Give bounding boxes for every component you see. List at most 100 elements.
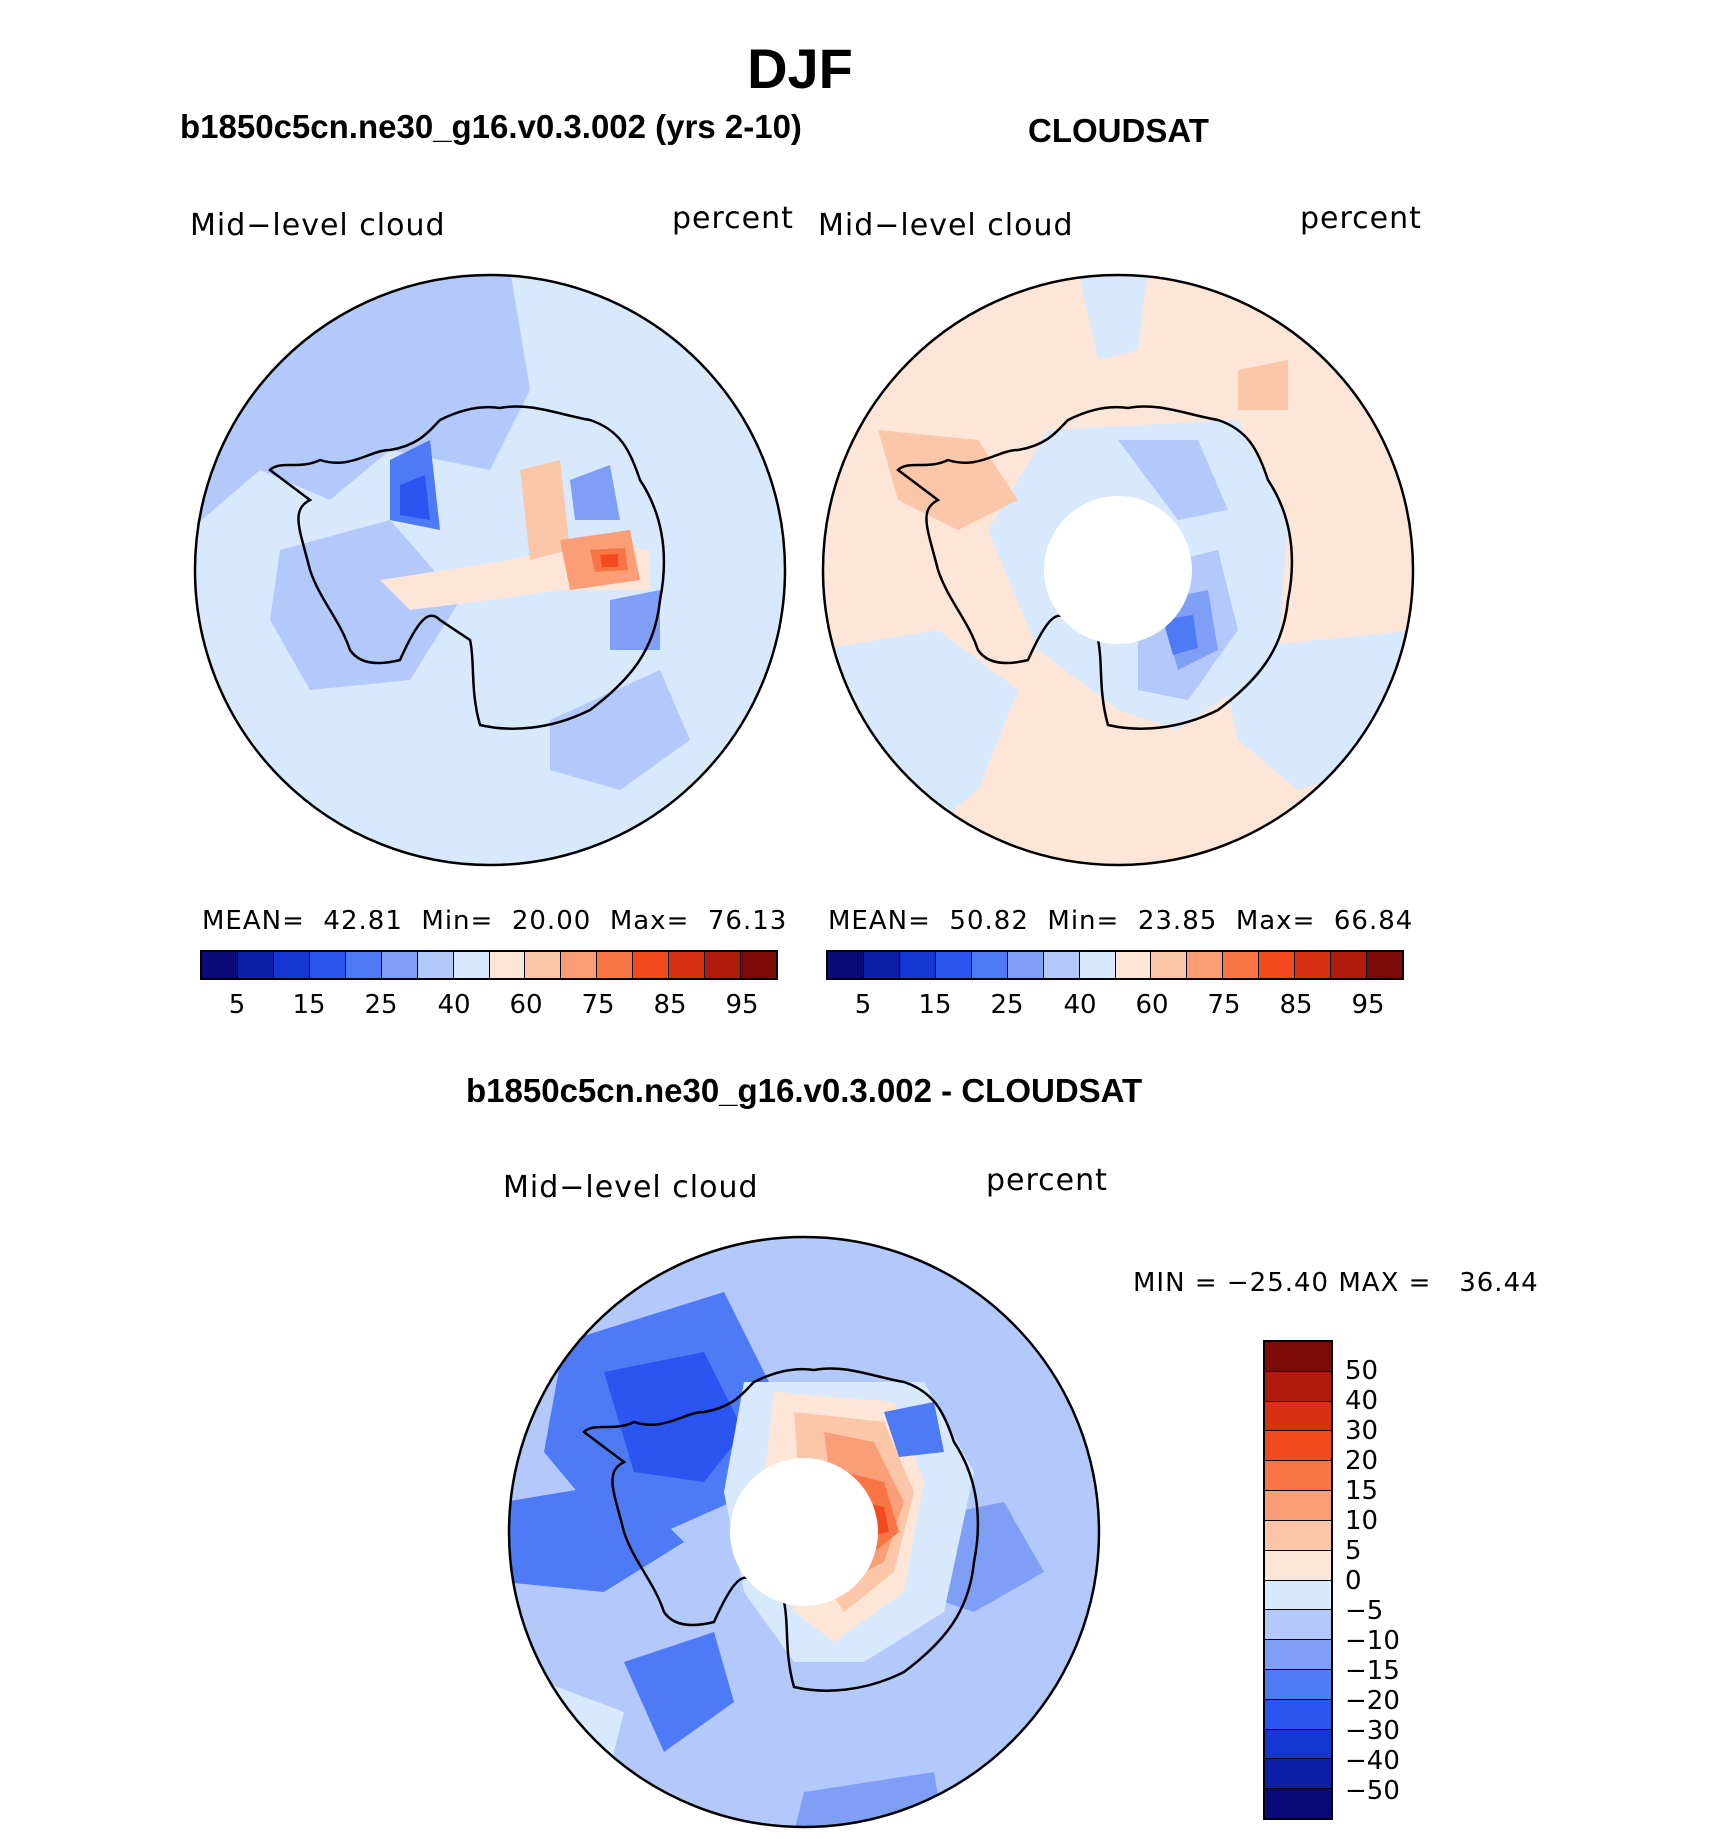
panel-2-stats: MEAN= 50.82 Min= 23.85 Max= 66.84 bbox=[828, 906, 1414, 936]
colorbar-tick: 75 bbox=[581, 990, 615, 1020]
colorbar-swatch bbox=[237, 952, 274, 978]
colorbar-swatch bbox=[1265, 1729, 1331, 1760]
colorbar-swatch bbox=[597, 952, 634, 978]
map-boundary bbox=[821, 273, 1415, 867]
colorbar-swatch bbox=[1187, 952, 1224, 978]
panel-1-polar-map bbox=[193, 273, 787, 867]
colorbar-swatch bbox=[863, 952, 900, 978]
colorbar-swatch bbox=[1265, 1759, 1331, 1790]
pole-data-gap bbox=[1044, 496, 1192, 644]
colorbar-tick: 85 bbox=[653, 990, 687, 1020]
colorbar-swatch bbox=[1331, 952, 1368, 978]
colorbar-swatch bbox=[1151, 952, 1188, 978]
colorbar-tick: 15 bbox=[1345, 1476, 1379, 1506]
colorbar-swatch bbox=[202, 952, 238, 978]
colorbar-tick: 60 bbox=[509, 990, 543, 1020]
colorbar-tick: 50 bbox=[1345, 1356, 1379, 1386]
colorbar-tick: 40 bbox=[1063, 990, 1097, 1020]
cloud-region bbox=[610, 590, 660, 650]
colorbar-swatch bbox=[1265, 1431, 1331, 1462]
colorbar-swatch bbox=[453, 952, 490, 978]
cloud-region bbox=[604, 1352, 744, 1482]
colorbar-swatch bbox=[1223, 952, 1260, 978]
cloud-region bbox=[884, 1402, 944, 1457]
cloud-region bbox=[1238, 360, 1288, 410]
cloud-region bbox=[570, 465, 620, 520]
diff-panel-units-label: percent bbox=[986, 1163, 1108, 1198]
colorbar-swatch bbox=[1265, 1669, 1331, 1700]
colorbar-tick: 10 bbox=[1345, 1506, 1379, 1536]
colorbar-swatch bbox=[828, 952, 864, 978]
colorbar-swatch bbox=[1265, 1342, 1331, 1372]
colorbar-tick: 40 bbox=[437, 990, 471, 1020]
colorbar-swatch bbox=[1265, 1550, 1331, 1581]
colorbar-swatch bbox=[309, 952, 346, 978]
colorbar-swatch bbox=[1265, 1610, 1331, 1641]
colorbar-swatch bbox=[705, 952, 742, 978]
colorbar-swatch bbox=[417, 952, 454, 978]
colorbar-swatch bbox=[1295, 952, 1332, 978]
cloud-region bbox=[600, 554, 618, 567]
panel-2-polar-map bbox=[821, 273, 1415, 867]
colorbar-tick: 15 bbox=[918, 990, 952, 1020]
colorbar-swatch bbox=[489, 952, 526, 978]
diff-panel-polar-map bbox=[507, 1235, 1101, 1829]
colorbar-tick: 95 bbox=[1351, 990, 1385, 1020]
colorbar-swatch bbox=[669, 952, 706, 978]
colorbar-swatch bbox=[1265, 1491, 1331, 1521]
map-boundary bbox=[507, 1235, 1101, 1829]
colorbar-swatch bbox=[633, 952, 670, 978]
panel-1-variable-label: Mid−level cloud bbox=[190, 208, 446, 243]
colorbar-swatch bbox=[1007, 952, 1044, 978]
antarctica-coastline bbox=[896, 405, 1294, 730]
diff-panel-variable-label: Mid−level cloud bbox=[503, 1170, 759, 1205]
cloud-region bbox=[1078, 275, 1148, 360]
panel-1-colorbar-ticks: 5 15 25 40 60 75 85 95 bbox=[200, 990, 778, 1020]
colorbar-tick: 5 bbox=[228, 990, 246, 1020]
colorbar-swatch bbox=[381, 952, 418, 978]
panel-2-variable-label: Mid−level cloud bbox=[818, 208, 1074, 243]
map-boundary bbox=[193, 273, 787, 867]
panel-2-units-label: percent bbox=[1300, 201, 1422, 236]
colorbar-tick: 15 bbox=[292, 990, 326, 1020]
colorbar-tick: 0 bbox=[1345, 1566, 1362, 1596]
diff-panel-colorbar bbox=[1263, 1340, 1333, 1820]
diff-panel-title: b1850c5cn.ne30_g16.v0.3.002 - CLOUDSAT bbox=[466, 1072, 1143, 1109]
colorbar-swatch bbox=[1259, 952, 1296, 978]
cloud-region bbox=[400, 475, 430, 520]
panel-1-title: b1850c5cn.ne30_g16.v0.3.002 (yrs 2-10) bbox=[180, 108, 802, 145]
colorbar-tick: −20 bbox=[1345, 1686, 1400, 1716]
colorbar-swatch bbox=[1265, 1371, 1331, 1402]
diff-panel-colorbar-ticks: 50 40 30 20 15 10 5 0 −5 −10 −15 −20 −30… bbox=[1345, 1340, 1435, 1820]
colorbar-tick: −10 bbox=[1345, 1626, 1400, 1656]
colorbar-swatch bbox=[741, 952, 776, 978]
antarctica-coastline bbox=[268, 405, 666, 730]
colorbar-tick: −15 bbox=[1345, 1656, 1400, 1686]
colorbar-swatch bbox=[1079, 952, 1116, 978]
colorbar-swatch bbox=[935, 952, 972, 978]
panel-1-colorbar bbox=[200, 950, 778, 980]
panel-2-colorbar bbox=[826, 950, 1404, 980]
pole-data-gap bbox=[730, 1458, 878, 1606]
colorbar-swatch bbox=[525, 952, 562, 978]
panel-1-units-label: percent bbox=[672, 201, 794, 236]
colorbar-swatch bbox=[561, 952, 598, 978]
cloud-region bbox=[520, 460, 570, 560]
colorbar-swatch bbox=[1043, 952, 1080, 978]
cloud-region bbox=[878, 430, 1018, 530]
panel-2-colorbar-ticks: 5 15 25 40 60 75 85 95 bbox=[826, 990, 1404, 1020]
cloud-region bbox=[270, 520, 460, 690]
cloud-region bbox=[624, 1632, 734, 1752]
panel-1-stats: MEAN= 42.81 Min= 20.00 Max= 76.13 bbox=[202, 906, 788, 936]
colorbar-tick: 5 bbox=[854, 990, 872, 1020]
colorbar-tick: 40 bbox=[1345, 1386, 1379, 1416]
cloud-region bbox=[1118, 440, 1228, 520]
colorbar-tick: −30 bbox=[1345, 1716, 1400, 1746]
colorbar-swatch bbox=[1265, 1401, 1331, 1432]
colorbar-swatch bbox=[1367, 952, 1402, 978]
panel-2-title: CLOUDSAT bbox=[1028, 112, 1209, 149]
antarctica-coastline bbox=[582, 1367, 980, 1692]
colorbar-tick: 95 bbox=[725, 990, 759, 1020]
colorbar-swatch bbox=[1265, 1580, 1331, 1611]
colorbar-swatch bbox=[1265, 1640, 1331, 1670]
